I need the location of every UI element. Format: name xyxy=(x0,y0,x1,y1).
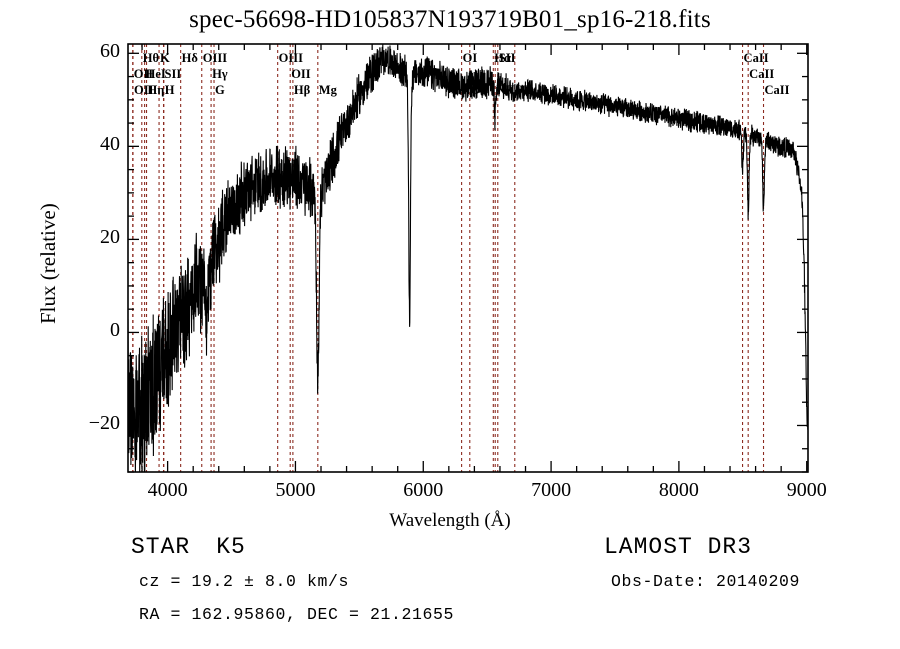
footer-cz: cz = 19.2 ± 8.0 km/s xyxy=(139,572,350,591)
line-marker-label: CaII xyxy=(749,67,775,81)
page-title: spec-56698-HD105837N193719B01_sp16-218.f… xyxy=(189,6,711,33)
line-marker-label: OII xyxy=(291,67,311,81)
line-marker-label: Hθ xyxy=(142,51,160,65)
line-marker-label: CaII xyxy=(764,83,790,97)
line-marker-label: OI xyxy=(462,51,478,65)
y-tick-label: 60 xyxy=(100,40,120,63)
line-marker-label: OII xyxy=(133,83,154,97)
line-marker-label: OI xyxy=(470,83,486,97)
line-marker-label: Hβ xyxy=(293,83,311,97)
line-marker-label: SII xyxy=(164,67,182,81)
x-axis-label: Wavelength (Å) xyxy=(389,510,511,531)
line-marker-label: HeI xyxy=(145,67,166,81)
y-tick-label: 40 xyxy=(100,133,120,156)
footer-star-label: STAR xyxy=(131,534,191,560)
x-tick-label: 6000 xyxy=(403,479,444,501)
line-marker-label: SII xyxy=(498,51,516,65)
line-marker-label: Hγ xyxy=(212,67,228,81)
axis-ticks xyxy=(128,44,808,473)
footer-spectral-class: K5 xyxy=(216,534,246,560)
line-marker-label: CaII xyxy=(743,51,769,65)
line-marker-label: G xyxy=(215,83,225,97)
line-marker-label: OIII xyxy=(278,51,303,65)
spectrum-trace xyxy=(128,44,808,472)
footer-survey: LAMOST DR3 xyxy=(604,534,753,560)
x-tick-label: 7000 xyxy=(531,479,572,501)
x-tick-label: 8000 xyxy=(658,479,699,501)
y-tick-label: 20 xyxy=(100,226,120,249)
line-marker-label: NII xyxy=(496,83,515,97)
plot-frame xyxy=(127,43,809,473)
line-marker-label: SII xyxy=(515,83,533,97)
line-marker-label: H xyxy=(164,83,175,97)
x-tick-label: 9000 xyxy=(786,479,827,501)
line-marker-label: K xyxy=(160,51,170,65)
line-marker-label: OIII xyxy=(202,51,228,65)
x-tick-label: 4000 xyxy=(147,479,188,501)
y-axis-label: Flux (relative) xyxy=(36,203,60,325)
y-tick-label: 0 xyxy=(110,319,120,342)
line-marker-label: Hη xyxy=(147,83,165,97)
footer-object-type: STAR K5 xyxy=(131,534,246,560)
line-marker-label: Hδ xyxy=(181,51,198,65)
line-marker-label: Hα xyxy=(494,51,511,65)
x-tick-label: 5000 xyxy=(275,479,316,501)
footer-obs-date: Obs-Date: 20140209 xyxy=(611,572,801,591)
line-marker-label: Mg xyxy=(318,83,337,97)
y-tick-label: −20 xyxy=(88,412,120,435)
line-marker-label: OII xyxy=(133,67,154,81)
footer-coords: RA = 162.95860, DEC = 21.21655 xyxy=(139,605,455,624)
